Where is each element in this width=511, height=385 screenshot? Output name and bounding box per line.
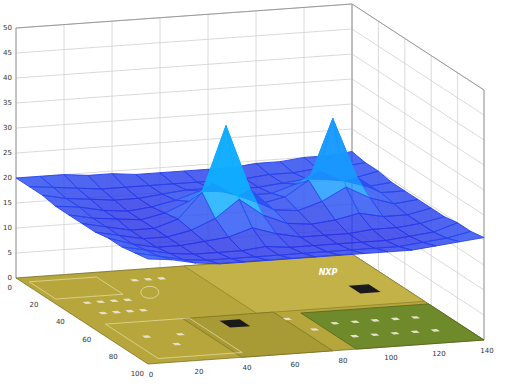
tick-label: 20 [3,174,12,182]
pcb-pad [123,299,132,302]
pcb-pad [330,322,339,325]
pcb-pad [370,319,379,322]
grid-line [16,29,352,53]
grid-line [16,4,352,28]
tick-label: 35 [3,99,12,107]
pcb-pad [410,331,419,334]
pcb-pad [350,335,359,338]
tick-label: 60 [291,361,300,369]
tick-label: 50 [3,24,12,32]
tick-label: 0 [8,274,12,282]
pcb-pad [96,300,105,303]
grid-line [352,54,484,140]
pcb-pad [157,277,166,280]
tick-label: 20 [195,368,204,376]
pcb-pad [143,278,152,281]
pcb-region [184,254,425,313]
axis-line [352,4,484,90]
tick-label: 30 [3,124,12,132]
surface [16,119,484,264]
pcb-pad [370,333,379,336]
pcb [16,254,484,364]
pcb-pad [98,312,107,315]
tick-label: 25 [3,149,12,157]
tick-label: 40 [3,74,12,82]
surface-cell [42,195,79,207]
tick-label: 100 [384,354,397,362]
pcb-pad [310,328,319,331]
grid-line [352,104,484,190]
pcb-pad [172,343,181,346]
pcb-pad [283,318,292,321]
chip [220,319,251,327]
grid-line [352,4,484,90]
pcb-pad [130,279,139,282]
grid-line [484,90,485,340]
pcb-pad [431,329,440,332]
tick-label: 140 [480,347,493,355]
chart: NXP 0 5 10 15 20 25 30 35 40 45 50 0 20 40 60 80 100 0 20 40… [0,0,511,385]
pcb-outline [105,318,242,358]
tick-label: 10 [3,224,12,232]
tick-label: 60 [82,336,91,344]
pcb-region [183,312,333,357]
tick-label: 45 [3,49,12,57]
tick-label: 40 [56,318,65,326]
surface-cell [135,253,172,260]
pcb-region [301,304,484,349]
tick-label: 5 [8,249,12,257]
tick-label: 80 [109,353,118,361]
pcb-outline [29,277,123,299]
page: {"chart_data": {"type": "surface", "x": … [0,0,511,385]
pcb-pad [139,309,148,312]
pcb-pad [391,318,400,321]
axis-line [484,90,485,340]
tick-label: 40 [243,364,252,372]
pcb-pad [411,316,420,319]
tick-label: 15 [3,199,12,207]
tick-label: 80 [339,357,348,365]
grid-line [352,79,484,165]
tick-label: 0 [149,371,153,379]
pcb-board: NXP [16,254,484,364]
pcb-pad [109,300,118,303]
chip [349,284,381,293]
tick-label: 0 [8,284,12,292]
pcb-pad [390,332,399,335]
tick-label: 20 [29,301,38,309]
grid-line [352,29,484,115]
grid-line [16,79,352,103]
grid-line [16,28,17,278]
annotation: NXP [319,268,338,277]
grid-line [16,129,352,153]
axis-line [16,28,17,278]
tick-label: 100 [131,370,144,378]
pcb-pad [112,311,121,314]
pcb-pad [82,301,91,304]
surface-cell [16,176,53,187]
pcb-outline [141,286,159,298]
pcb-pad [142,335,151,338]
pcb-pad [176,333,185,336]
pcb-pad [125,310,134,313]
tick-label: 120 [432,350,445,358]
tick-labels: 0 5 10 15 20 25 30 35 40 45 50 0 20 40 60 80 100 0 20 40 60 8… [3,24,494,379]
pcb-pad [350,320,359,323]
axis-line [16,4,352,28]
grid-line [16,104,352,128]
grid-line [16,54,352,78]
